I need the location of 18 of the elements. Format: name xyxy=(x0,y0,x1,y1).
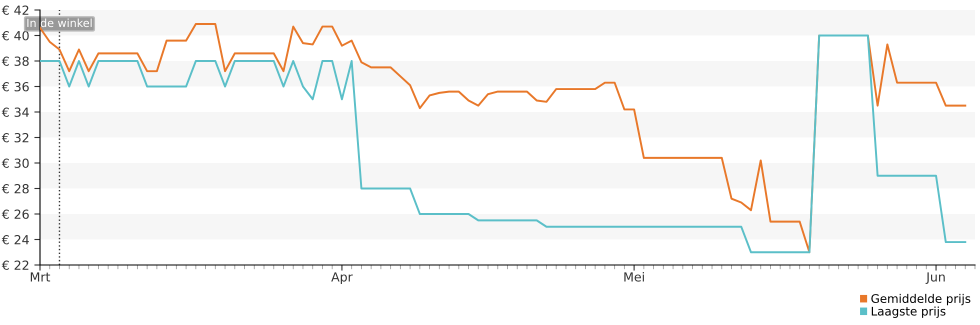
x-tick-label: Apr xyxy=(331,272,353,284)
ref-line-label: In de winkel xyxy=(27,18,92,28)
y-tick-label: € 42 xyxy=(2,5,28,15)
y-tick-label: € 26 xyxy=(2,209,29,219)
y-tick-label: € 24 xyxy=(2,234,29,244)
legend-label: Laagste prijs xyxy=(872,306,946,318)
x-tick-label: Mei xyxy=(624,272,644,282)
legend-label: Gemiddelde prijs xyxy=(871,294,970,306)
y-tick-label: € 32 xyxy=(2,132,28,142)
y-tick-label: € 40 xyxy=(2,30,29,40)
y-tick-label: € 22 xyxy=(2,260,28,270)
x-tick-label: Mrt xyxy=(30,272,50,282)
y-tick-label: € 34 xyxy=(2,107,29,117)
y-tick-label: € 36 xyxy=(2,82,29,92)
y-tick-label: € 30 xyxy=(2,158,29,168)
y-tick-label: € 28 xyxy=(2,184,29,194)
x-tick-label: Jun xyxy=(926,272,945,284)
y-tick-label: € 38 xyxy=(2,56,29,66)
